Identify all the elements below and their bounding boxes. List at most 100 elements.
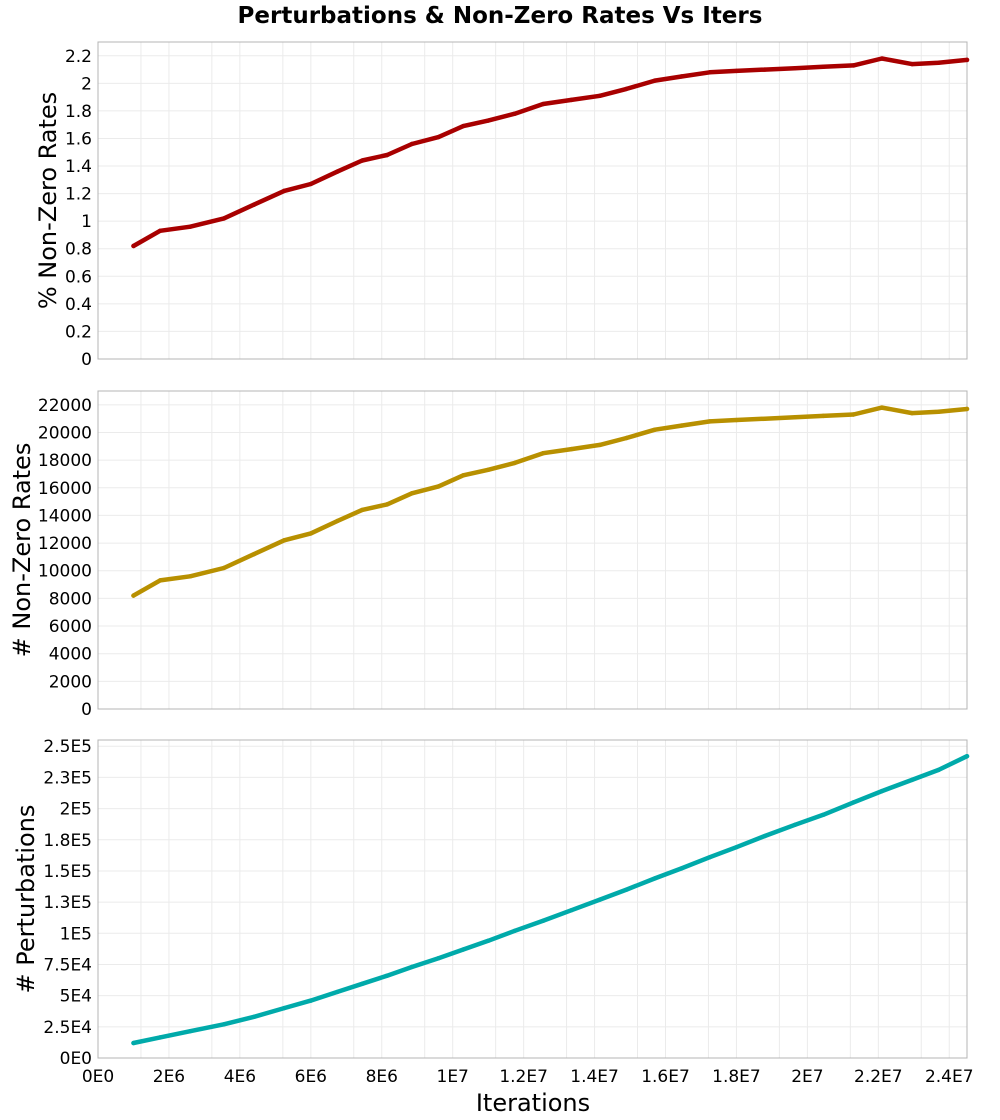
data-point	[512, 928, 517, 933]
x-tick-label: 6E6	[295, 1067, 327, 1087]
y-tick-label: 0.6	[65, 267, 92, 287]
data-point	[485, 938, 491, 943]
data-point	[282, 188, 287, 194]
data-point	[762, 67, 768, 72]
data-point	[461, 123, 466, 129]
data-point	[335, 989, 340, 995]
x-tick-label: 1E7	[437, 1067, 469, 1087]
y-tick-label: 7.5E4	[43, 955, 92, 975]
data-point	[879, 56, 885, 61]
data-point	[157, 228, 163, 234]
y-tick-label: 4000	[49, 645, 92, 665]
y-tick-label: 20000	[38, 423, 92, 443]
data-point	[734, 68, 739, 74]
data-point	[821, 812, 826, 818]
y-tick-label: 0	[81, 700, 92, 720]
data-point	[131, 243, 136, 249]
data-point	[909, 777, 915, 783]
y-tick-label: 6000	[49, 617, 92, 637]
data-point	[188, 574, 193, 579]
plot-frame	[97, 390, 968, 710]
data-point	[436, 134, 441, 140]
y-tick-label: 0.4	[65, 295, 92, 315]
y-tick-label: 2.2	[65, 47, 92, 67]
y-tick-label: 1.2	[65, 185, 92, 205]
y-tick-label: 2	[81, 74, 92, 94]
data-point	[679, 423, 684, 428]
data-point	[936, 409, 941, 414]
data-point	[569, 446, 574, 452]
data-point	[485, 467, 491, 473]
data-point	[569, 908, 574, 913]
data-point	[157, 1035, 163, 1040]
x-tick-label: 0E0	[82, 1067, 114, 1087]
data-point	[792, 415, 798, 420]
data-point	[964, 406, 970, 412]
x-tick-label: 2.2E7	[854, 1067, 903, 1087]
plot-area	[97, 41, 968, 360]
data-point	[360, 507, 365, 513]
panel-1: 0 0.2 0.4 0.6 0.8 1 1.2 1.4 1.6 1.8 2 2.2 % Non-Zero…	[34, 41, 970, 370]
data-point	[879, 788, 885, 794]
data-point	[512, 111, 517, 116]
data-point	[461, 473, 466, 478]
data-point	[335, 518, 340, 524]
y-axis-label: % Non-Zero Rates	[34, 92, 62, 309]
y-tick-label: 2.5E4	[43, 1018, 92, 1038]
data-point	[384, 152, 390, 158]
data-point	[597, 442, 603, 448]
y-tick-label: 8000	[49, 589, 92, 609]
data-point	[251, 551, 257, 557]
y-tick-label: 0E0	[60, 1049, 92, 1069]
y-tick-label: 1.4	[65, 157, 92, 177]
data-point	[360, 158, 365, 163]
data-point	[734, 845, 739, 850]
data-point	[188, 224, 193, 229]
y-tick-label: 12000	[38, 534, 92, 554]
data-point	[734, 417, 739, 423]
data-point	[909, 61, 915, 67]
data-point	[762, 416, 768, 421]
data-point	[308, 181, 314, 187]
y-tick-label: 0.2	[65, 322, 92, 342]
data-point	[679, 866, 684, 871]
data-point	[308, 531, 314, 536]
y-tick-label: 18000	[38, 451, 92, 471]
data-point	[409, 491, 415, 496]
panel-3: 0E0 2.5E4 5E4 7.5E4 1E5 1.3E5 1.5E5 1.8E5 2E5 2.3…	[12, 737, 974, 1087]
data-point	[879, 405, 885, 410]
data-point	[221, 216, 227, 221]
data-point	[512, 460, 517, 466]
data-point	[936, 767, 941, 773]
data-point	[821, 413, 826, 419]
data-point	[792, 822, 798, 827]
data-point	[624, 86, 629, 92]
y-tick-label: 16000	[38, 479, 92, 499]
data-point	[624, 435, 629, 441]
data-point	[221, 565, 227, 571]
x-tick-label: 2E6	[153, 1067, 185, 1087]
data-point	[762, 833, 768, 839]
data-point	[188, 1028, 193, 1034]
y-tick-label: 1.6	[65, 129, 92, 149]
data-point	[461, 947, 466, 952]
data-point	[540, 101, 546, 107]
chart-panels: 0 0.2 0.4 0.6 0.8 1 1.2 1.4 1.6 1.8 2 2.2 % Non-Zero…	[8, 41, 974, 1087]
data-point	[964, 754, 970, 759]
data-point	[409, 964, 415, 970]
x-tick-label: 8E6	[366, 1067, 398, 1087]
chart-title: Perturbations & Non-Zero Rates Vs Iters	[238, 3, 763, 29]
x-tick-label: 1.6E7	[641, 1067, 690, 1087]
data-point	[157, 578, 163, 583]
data-point	[679, 74, 684, 79]
y-tick-label: 1.8	[65, 102, 92, 122]
data-point	[936, 60, 941, 65]
y-tick-label: 10000	[38, 562, 92, 582]
data-point	[131, 1040, 136, 1046]
data-point	[821, 64, 826, 70]
data-point	[251, 1014, 257, 1020]
data-point	[360, 981, 365, 986]
y-tick-label: 2000	[49, 672, 92, 692]
plot-frame	[97, 41, 968, 360]
